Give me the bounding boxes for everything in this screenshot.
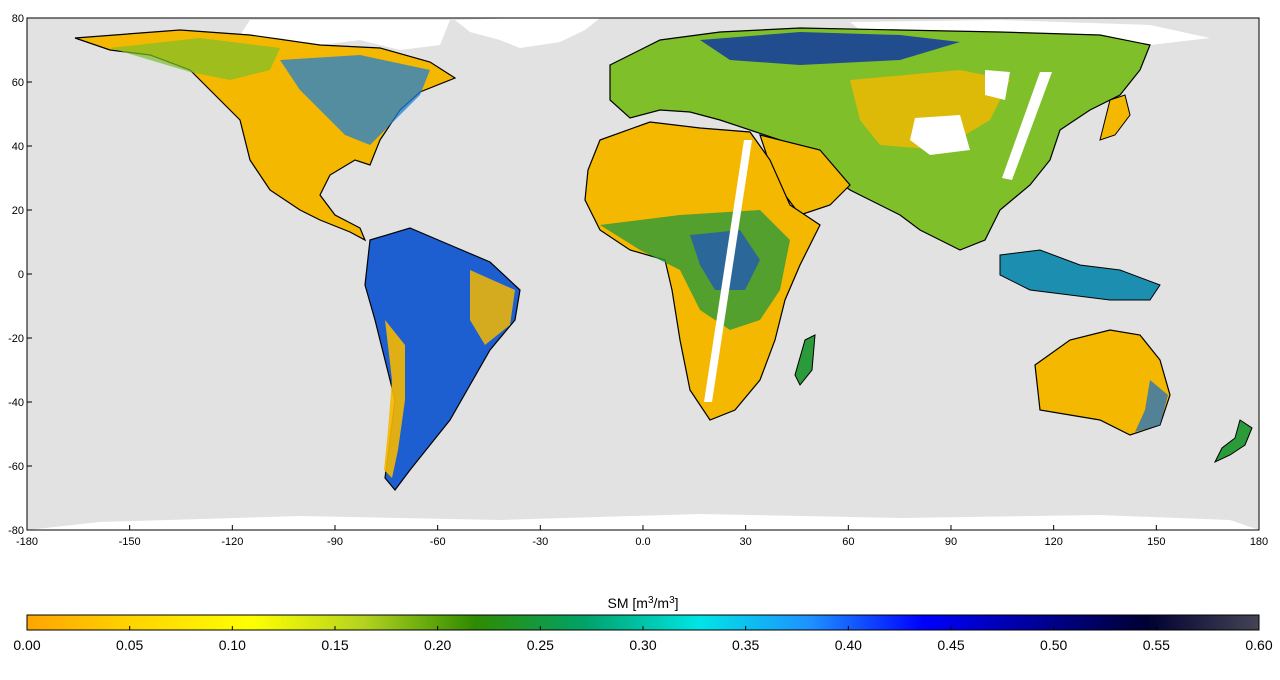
australia-east-coast xyxy=(1135,380,1168,432)
y-tick-label: -80 xyxy=(8,525,24,537)
y-tick-label: -20 xyxy=(8,333,24,345)
colorbar-tick-label: 0.00 xyxy=(13,637,40,653)
japan-land xyxy=(1099,94,1131,141)
y-tick-label: 80 xyxy=(12,13,24,25)
colorbar-ticks: 0.00 0.05 0.10 0.15 0.20 0.25 0.30 0.35 0.40 0.45… xyxy=(13,626,1273,653)
africa-blue-core xyxy=(690,230,760,290)
indonesia-land xyxy=(999,249,1161,301)
y-tick-label: 60 xyxy=(12,77,24,89)
y-tick-label: -60 xyxy=(8,461,24,473)
mongolia-nodata xyxy=(985,70,1010,100)
south-america-dry-coast xyxy=(384,320,405,478)
x-tick-label: 60 xyxy=(842,536,854,548)
x-tick-label: -60 xyxy=(430,536,446,548)
y-tick-label: 20 xyxy=(12,205,24,217)
x-tick-label: -30 xyxy=(532,536,548,548)
colorbar-tick-label: 0.55 xyxy=(1143,637,1170,653)
colorbar-tick-label: 0.30 xyxy=(629,637,656,653)
colorbar-tick-label: 0.25 xyxy=(527,637,554,653)
colorbar-title: SM [m3/m3] xyxy=(607,595,678,612)
siberia-wet-band xyxy=(700,32,960,65)
colorbar-tick-label: 0.35 xyxy=(732,637,759,653)
y-tick-label: -40 xyxy=(8,397,24,409)
y-tick-label: 40 xyxy=(12,141,24,153)
colorbar-tick-label: 0.20 xyxy=(424,637,451,653)
colorbar-tick-label: 0.60 xyxy=(1245,637,1272,653)
new-zealand-land xyxy=(1213,419,1253,464)
x-tick-label: -90 xyxy=(327,536,343,548)
x-tick-label: 30 xyxy=(740,536,752,548)
land-layer xyxy=(27,18,1259,530)
tibet-nodata xyxy=(910,115,970,155)
y-tick-label: 0 xyxy=(18,269,24,281)
colorbar-tick-label: 0.40 xyxy=(835,637,862,653)
x-tick-label: 180 xyxy=(1250,536,1268,548)
x-tick-label: -150 xyxy=(119,536,141,548)
colorbar-tick-label: 0.05 xyxy=(116,637,143,653)
madagascar-land xyxy=(794,334,816,386)
colorbar-tick-label: 0.15 xyxy=(321,637,348,653)
colorbar-tick-label: 0.50 xyxy=(1040,637,1067,653)
arctic-canada-land xyxy=(240,20,450,50)
x-tick-label: -180 xyxy=(16,536,38,548)
y-axis-ticks: 80 60 40 20 0 -20 -40 -60 -80 xyxy=(8,13,32,537)
central-asia-dry xyxy=(850,70,1010,150)
swath-gap-africa xyxy=(704,140,752,402)
greenland-land xyxy=(455,18,600,48)
x-tick-label: -120 xyxy=(221,536,243,548)
x-tick-label: 120 xyxy=(1044,536,1062,548)
australia-land xyxy=(1034,329,1171,436)
north-america-wet-band xyxy=(280,55,430,145)
colorbar-tick-label: 0.10 xyxy=(219,637,246,653)
x-axis-ticks: -180 -150 -120 -90 -60 -30 0.0 30 60 90 120 150 180 xyxy=(16,525,1268,548)
south-america-east xyxy=(470,270,515,345)
x-tick-label: 0.0 xyxy=(635,536,650,548)
swath-gap-asia xyxy=(1002,72,1052,180)
colorbar-tick-label: 0.45 xyxy=(937,637,964,653)
x-tick-label: 150 xyxy=(1147,536,1165,548)
x-tick-label: 90 xyxy=(945,536,957,548)
north-america-green-band xyxy=(110,38,280,80)
